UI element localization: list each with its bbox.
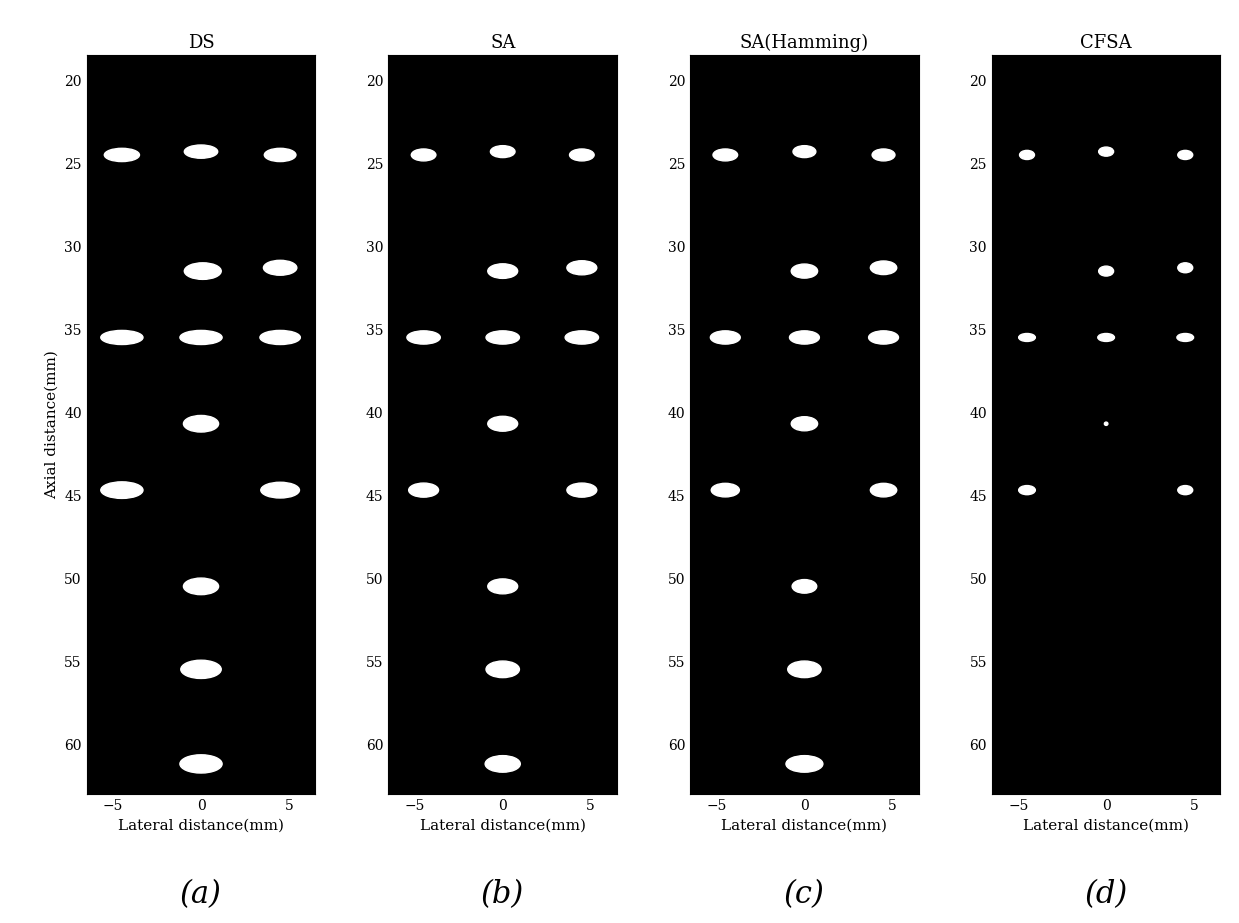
Title: SA: SA	[491, 34, 515, 53]
Ellipse shape	[486, 661, 519, 677]
Ellipse shape	[181, 660, 222, 678]
Title: CFSA: CFSA	[1080, 34, 1132, 53]
Text: (c): (c)	[784, 879, 825, 910]
Title: DS: DS	[187, 34, 214, 53]
Ellipse shape	[100, 482, 142, 498]
Ellipse shape	[869, 330, 898, 344]
Ellipse shape	[104, 149, 140, 162]
Ellipse shape	[567, 483, 597, 497]
Ellipse shape	[789, 330, 819, 344]
Ellipse shape	[185, 145, 218, 158]
Ellipse shape	[264, 149, 296, 162]
Ellipse shape	[1177, 333, 1193, 342]
Ellipse shape	[204, 269, 208, 273]
Ellipse shape	[567, 260, 597, 275]
Ellipse shape	[570, 149, 595, 161]
Ellipse shape	[872, 149, 895, 161]
Ellipse shape	[185, 263, 222, 280]
Ellipse shape	[180, 755, 222, 773]
Ellipse shape	[1098, 333, 1115, 342]
Ellipse shape	[183, 578, 218, 594]
Ellipse shape	[1178, 150, 1193, 160]
Ellipse shape	[1020, 150, 1035, 160]
Ellipse shape	[183, 415, 218, 432]
Text: (a): (a)	[180, 879, 222, 910]
Ellipse shape	[786, 756, 823, 773]
Ellipse shape	[180, 330, 222, 344]
Ellipse shape	[1099, 266, 1114, 276]
Ellipse shape	[792, 264, 818, 278]
Ellipse shape	[788, 661, 821, 677]
Text: (d): (d)	[1084, 879, 1127, 910]
Ellipse shape	[409, 483, 439, 497]
Ellipse shape	[264, 260, 297, 275]
Ellipse shape	[565, 330, 598, 344]
Ellipse shape	[1104, 422, 1108, 426]
Ellipse shape	[411, 149, 436, 161]
Ellipse shape	[100, 330, 142, 344]
Ellipse shape	[792, 580, 817, 593]
Ellipse shape	[486, 330, 519, 344]
Ellipse shape	[260, 330, 300, 344]
Ellipse shape	[710, 330, 740, 344]
Y-axis label: Axial distance(mm): Axial distance(mm)	[45, 350, 58, 499]
Ellipse shape	[870, 484, 897, 497]
Ellipse shape	[486, 756, 520, 773]
X-axis label: Lateral distance(mm): Lateral distance(mm)	[420, 818, 586, 833]
Ellipse shape	[870, 261, 897, 274]
Ellipse shape	[1178, 263, 1193, 273]
Ellipse shape	[1018, 485, 1036, 495]
Ellipse shape	[491, 146, 515, 158]
Ellipse shape	[711, 484, 740, 497]
X-axis label: Lateral distance(mm): Lateral distance(mm)	[1023, 818, 1189, 833]
Ellipse shape	[488, 416, 518, 431]
Ellipse shape	[712, 149, 737, 161]
Ellipse shape	[1018, 333, 1036, 342]
Ellipse shape	[793, 146, 815, 158]
Ellipse shape	[488, 264, 518, 279]
Title: SA(Hamming): SA(Hamming)	[740, 34, 869, 53]
Ellipse shape	[1099, 147, 1114, 156]
Ellipse shape	[204, 335, 209, 340]
Ellipse shape	[792, 416, 818, 431]
Ellipse shape	[406, 330, 440, 344]
Text: (b): (b)	[481, 879, 524, 910]
X-axis label: Lateral distance(mm): Lateral distance(mm)	[721, 818, 887, 833]
Ellipse shape	[260, 482, 300, 498]
Ellipse shape	[488, 579, 518, 593]
X-axis label: Lateral distance(mm): Lateral distance(mm)	[118, 818, 284, 833]
Ellipse shape	[1178, 485, 1193, 495]
